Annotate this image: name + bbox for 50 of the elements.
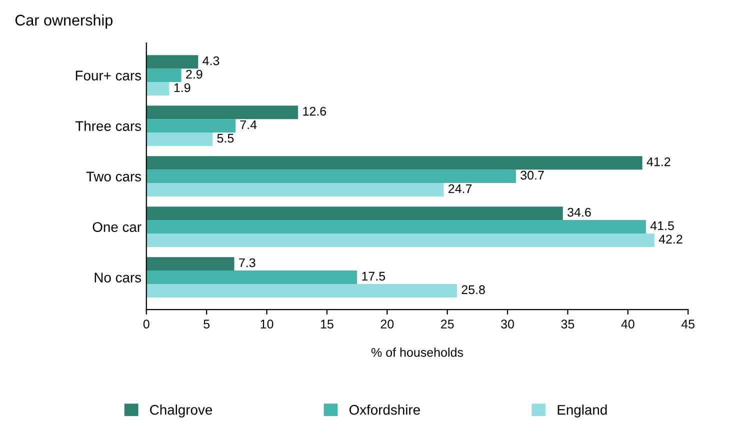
y-tick-label: One car [92,222,142,232]
y-tick-label: No cars [94,272,142,282]
data-label: 1.9 [174,83,190,92]
legend-label: Chalgrove [150,404,212,418]
data-label: 4.3 [202,56,220,66]
bar [146,55,198,69]
x-axis-title: % of households [371,348,464,357]
x-tick-label: 0 [143,320,150,329]
bar [146,257,234,271]
bar [146,132,213,146]
x-tick-label: 5 [204,320,210,329]
bar [146,170,516,184]
chart-title: Car ownership [15,14,112,29]
data-label: 25.8 [462,285,485,294]
bar [146,270,358,284]
legend-label: Oxfordshire [349,404,420,415]
x-tick-label: 10 [260,320,274,329]
x-tick-label: 20 [380,320,394,329]
data-label: 34.6 [568,208,591,217]
y-tick-label: Three cars [75,120,142,131]
y-tick-label: Four+ cars [76,70,142,80]
data-label: 41.5 [650,221,674,230]
bar [146,82,170,96]
y-tick-label: Two cars [86,172,142,182]
data-label: 7.4 [240,120,257,130]
bar [146,284,457,298]
x-tick-label: 25 [441,320,454,329]
x-tick-label: 15 [320,320,334,329]
data-label: 24.7 [448,184,472,193]
data-label: 41.2 [646,157,670,166]
x-tick-label: 35 [561,320,574,329]
x-tick-label: 40 [621,320,634,329]
bar [146,183,444,196]
data-label: 2.9 [186,70,202,79]
x-tick-label: 45 [681,320,695,329]
data-label: 17.5 [362,272,386,281]
bar [146,220,646,234]
bar [146,106,298,120]
data-label: 30.7 [520,170,544,180]
x-tick-label: 30 [501,320,514,329]
data-label: 42.2 [658,234,682,244]
bar [146,234,654,247]
bar [146,68,182,82]
bar [146,206,563,220]
data-label: 7.3 [239,258,256,268]
bar [146,119,236,133]
legend-label: England [558,404,607,418]
data-label: 5.5 [217,134,234,143]
data-label: 12.6 [303,106,326,116]
bar [146,156,642,170]
